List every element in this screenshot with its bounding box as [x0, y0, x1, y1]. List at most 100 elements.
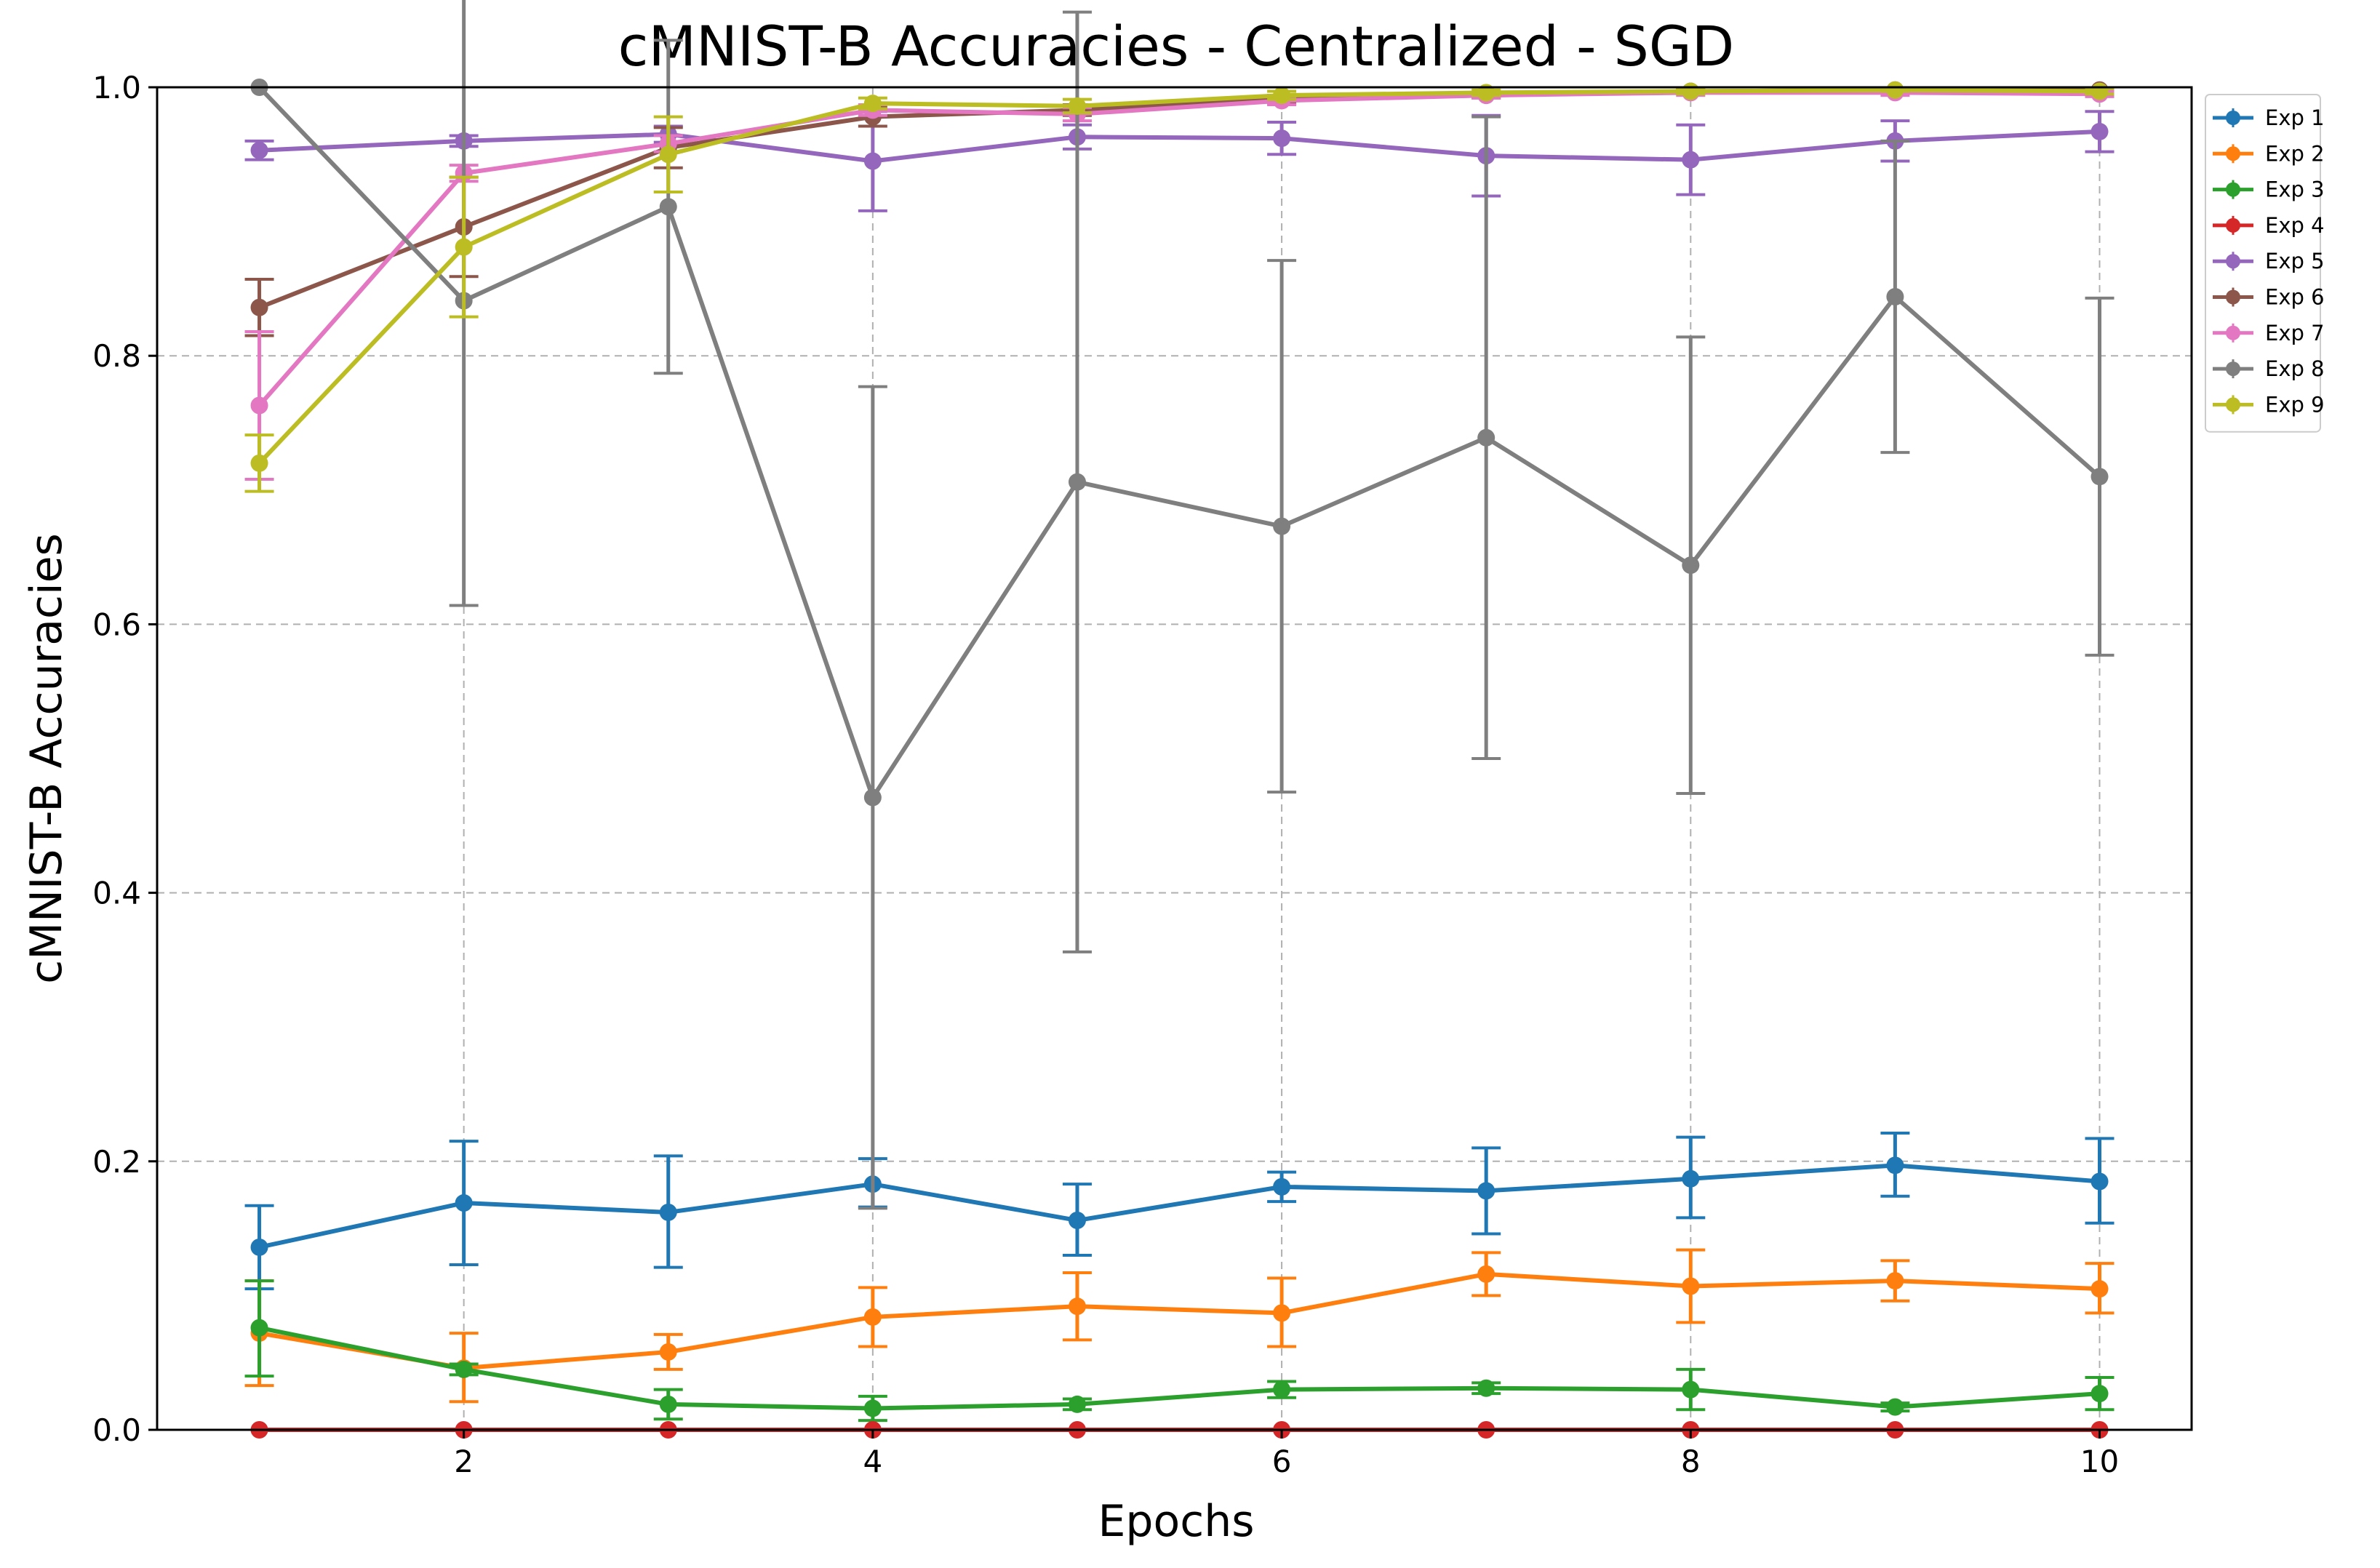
data-point [455, 1360, 473, 1378]
data-point [1273, 87, 1291, 105]
data-point [1682, 82, 1700, 100]
chart-title: cMNIST-B Accuracies - Centralized - SGD [618, 14, 1735, 79]
data-point [659, 1395, 677, 1413]
series-line [258, 1325, 2100, 1411]
series-line [257, 87, 2100, 465]
x-tick-label: 10 [2080, 1444, 2119, 1479]
data-point [1682, 1380, 1700, 1399]
legend-marker [2226, 111, 2240, 125]
legend-marker [2226, 217, 2240, 233]
data-point [2091, 468, 2109, 486]
data-point [1273, 129, 1291, 148]
data-point [1273, 517, 1291, 535]
x-axis-label: Epochs [1098, 1496, 1255, 1547]
data-point [863, 788, 882, 807]
legend-marker [2226, 254, 2240, 269]
data-point [863, 152, 882, 170]
legend-label: Exp 6 [2265, 285, 2325, 310]
series-3 [244, 1279, 2115, 1423]
y-axis-label: cMNIST-B Accuracies [21, 533, 72, 984]
legend-label: Exp 2 [2265, 141, 2325, 166]
legend-item-5: Exp 5 [2213, 249, 2325, 273]
data-point [659, 198, 677, 216]
data-point [863, 95, 882, 113]
legend-marker [2226, 361, 2240, 377]
legend-label: Exp 9 [2265, 392, 2325, 417]
y-tick-label: 0.8 [92, 338, 141, 374]
y-tick-label: 0.2 [92, 1144, 141, 1180]
series-line [259, 1271, 2100, 1371]
y-axis: 0.0 0.2 0.4 0.6 0.8 1.0 [92, 70, 157, 1448]
data-point [863, 1308, 882, 1326]
legend-marker [2226, 325, 2240, 340]
legend-marker [2226, 182, 2240, 197]
data-point [1682, 556, 1700, 575]
data-point [1068, 97, 1086, 115]
data-point [1886, 287, 1904, 305]
data-point [2091, 1385, 2109, 1403]
series-line [258, 1163, 2100, 1249]
data-point [1886, 81, 1904, 99]
legend-item-7: Exp 7 [2213, 321, 2325, 345]
data-point [2091, 1280, 2109, 1298]
legend-item-3: Exp 3 [2213, 177, 2325, 202]
data-point [1068, 1395, 1086, 1413]
data-point [1886, 1272, 1904, 1290]
data-point [1273, 1304, 1291, 1322]
y-tick-label: 0.4 [92, 876, 141, 911]
y-tick-label: 0.0 [92, 1412, 141, 1448]
data-point [1068, 473, 1086, 491]
legend-item-6: Exp 6 [2213, 285, 2325, 310]
data-point [250, 454, 268, 472]
data-point [659, 1343, 677, 1361]
data-point [2091, 82, 2109, 100]
legend: Exp 1 Exp 2 Exp 3 Exp 4 Exp 5 Exp 6 Exp 7 Exp 8… [2205, 94, 2325, 433]
legend-label: Exp 5 [2265, 249, 2325, 273]
x-tick-label: 6 [1272, 1444, 1292, 1479]
legend-box [2205, 94, 2321, 433]
data-point [1682, 1169, 1700, 1188]
data-point [1682, 1277, 1700, 1295]
data-point [455, 238, 473, 256]
legend-label: Exp 1 [2265, 105, 2325, 130]
data-point [1886, 1398, 1904, 1416]
legend-label: Exp 7 [2265, 321, 2325, 345]
data-point [1477, 1379, 1496, 1397]
data-point [1273, 1177, 1291, 1196]
data-point [250, 141, 268, 159]
x-axis: 2 4 6 8 10 [454, 1430, 2119, 1479]
data-point [863, 1399, 882, 1417]
data-point [1682, 151, 1700, 169]
x-tick-label: 4 [863, 1444, 883, 1479]
legend-item-4: Exp 4 [2213, 213, 2325, 238]
legend-label: Exp 3 [2265, 177, 2325, 202]
legend-item-9: Exp 9 [2213, 392, 2325, 417]
data-point [1068, 1297, 1086, 1316]
data-point [1477, 1182, 1496, 1200]
data-point [250, 396, 268, 415]
series-8 [250, 0, 2115, 1210]
legend-item-8: Exp 8 [2213, 356, 2325, 381]
data-point [1068, 1212, 1086, 1230]
series-line [257, 85, 2101, 800]
legend-item-2: Exp 2 [2213, 141, 2325, 166]
data-point [1273, 1380, 1291, 1399]
plot-area-frame [156, 86, 2193, 1431]
data-point [250, 1238, 268, 1256]
legend-marker [2226, 289, 2240, 305]
x-tick-label: 8 [1681, 1444, 1701, 1479]
data-point [250, 1319, 268, 1337]
data-point [1477, 428, 1496, 447]
data-point [2091, 1172, 2109, 1191]
data-point [1886, 1156, 1904, 1175]
data-point [659, 145, 677, 164]
data-point [659, 1203, 677, 1221]
legend-label: Exp 8 [2265, 356, 2325, 381]
y-tick-label: 0.6 [92, 607, 141, 642]
legend-marker [2226, 397, 2240, 412]
series-1 [244, 1132, 2115, 1291]
legend-marker [2226, 146, 2240, 161]
x-tick-label: 2 [454, 1444, 474, 1479]
